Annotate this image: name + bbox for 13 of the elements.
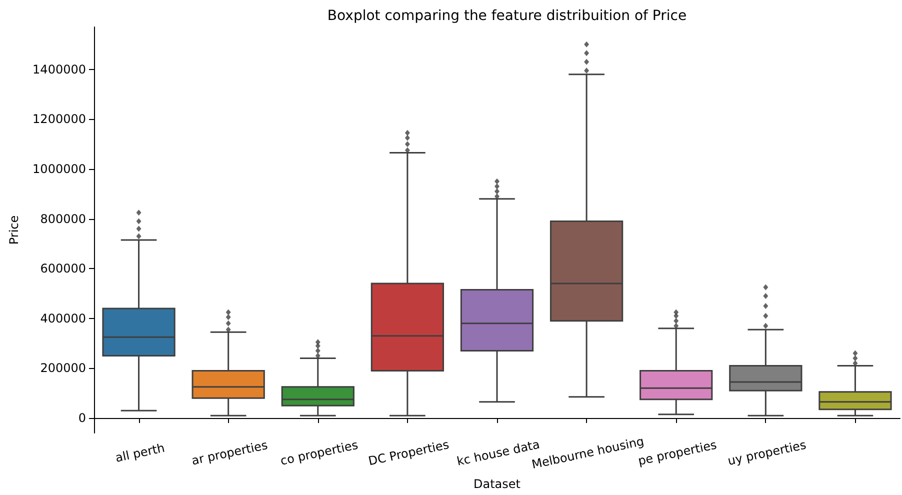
y-axis-title: Price: [7, 215, 21, 245]
chart-title: Boxplot comparing the feature distribuition of Price: [327, 8, 687, 24]
y-tick-label: 0: [78, 411, 86, 426]
y-tick-label: 400000: [40, 311, 86, 326]
y-tick-label: 600000: [40, 262, 86, 276]
y-tick-label: 800000: [40, 212, 86, 226]
x-tick-label: all perth: [114, 440, 166, 465]
y-tick-label: 200000: [40, 361, 86, 376]
x-axis-title: Dataset: [474, 477, 521, 491]
y-tick-label: 1400000: [32, 62, 86, 76]
x-tick-label: DC Properties: [367, 437, 450, 468]
y-tick-label: 1200000: [32, 112, 86, 126]
y-tick-label: 1000000: [32, 162, 86, 176]
